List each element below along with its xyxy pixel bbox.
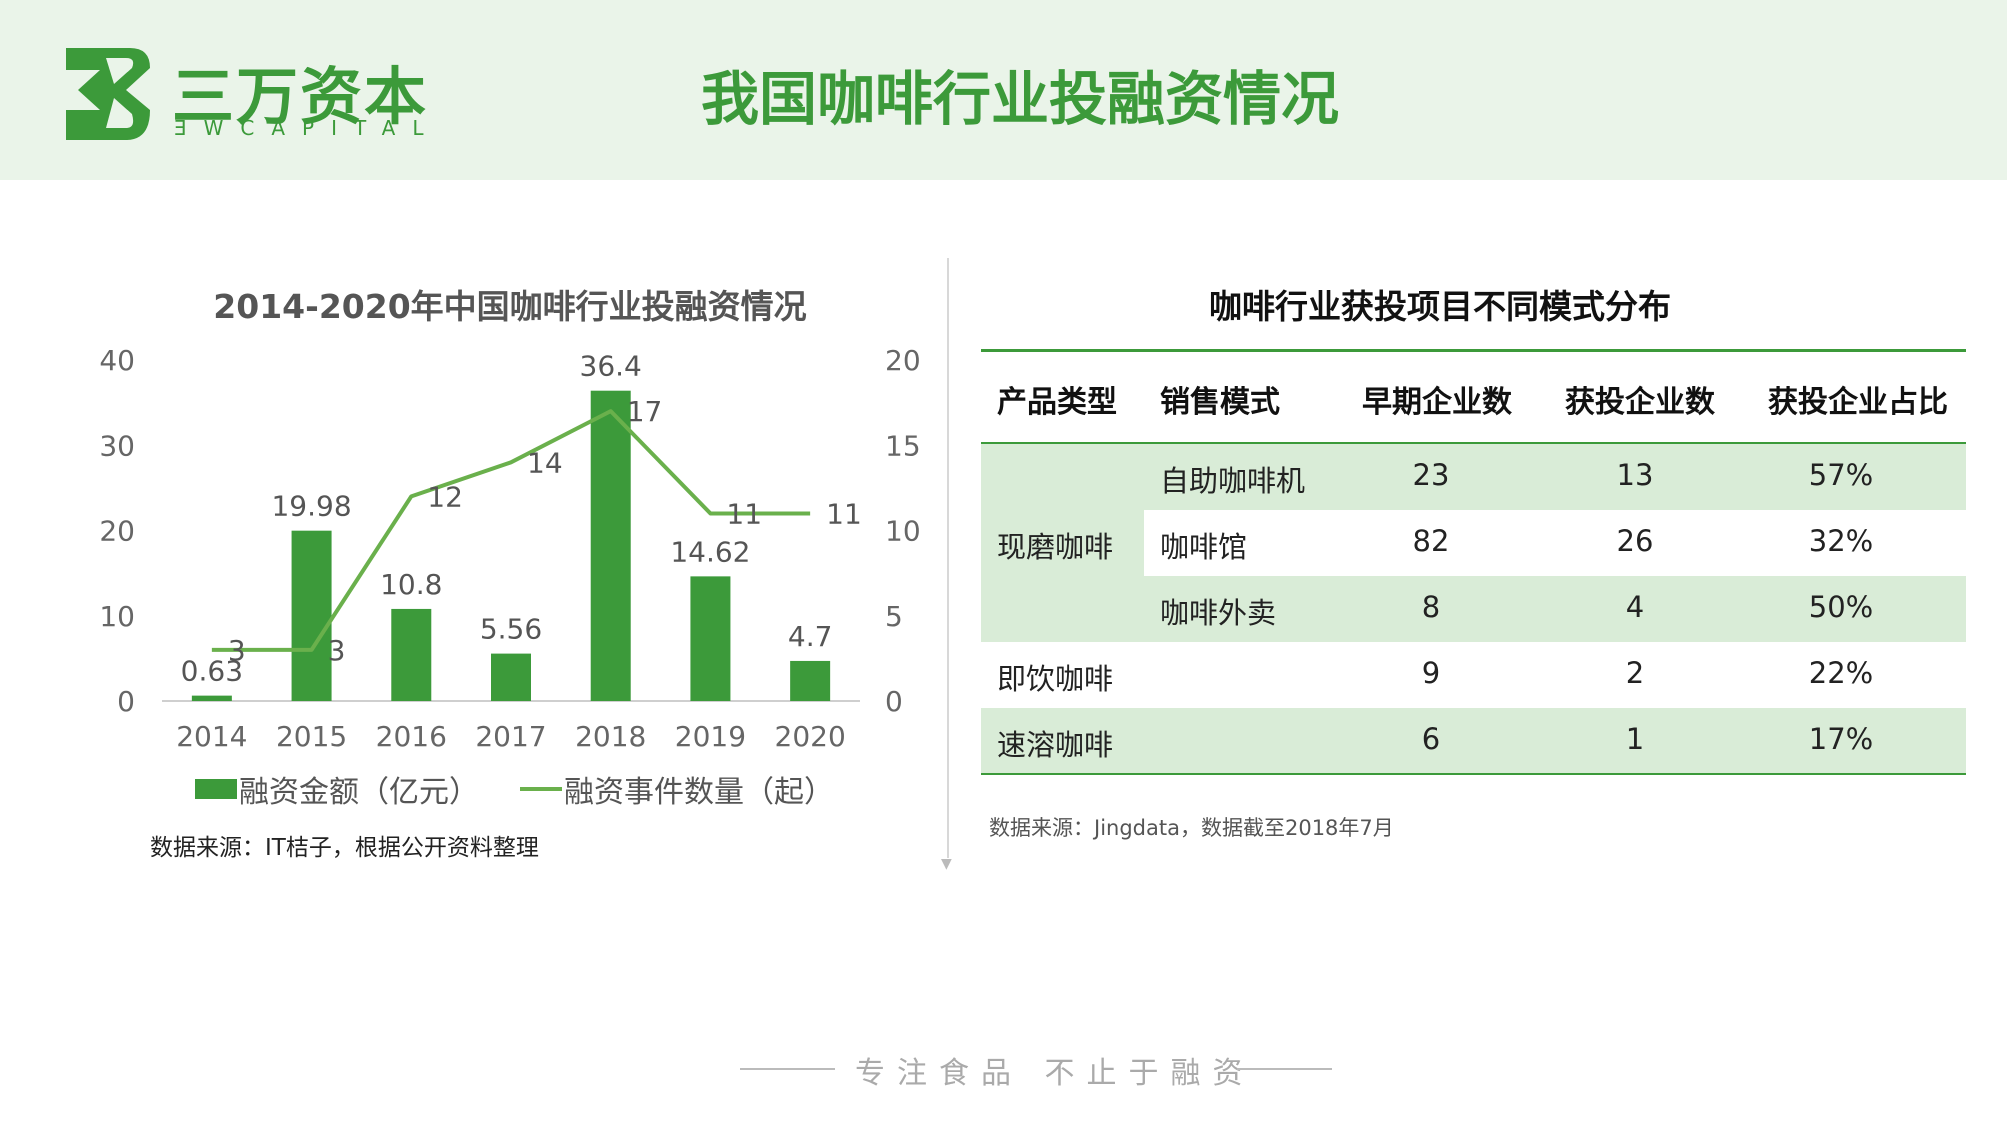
footer-slogan-text: 专注食品 不止于融资 bbox=[855, 1056, 1255, 1091]
bar-data-label: 5.56 bbox=[480, 613, 542, 646]
chart-source-note: 数据来源：IT桔子，根据公开资料整理 bbox=[150, 835, 539, 861]
company-logo: 三万资本 ƎWCAPITAL bbox=[66, 48, 426, 148]
y-left-tick-label: 30 bbox=[99, 429, 135, 462]
bar-data-label: 10.8 bbox=[380, 568, 442, 601]
logo-mark-icon bbox=[66, 48, 150, 140]
y-left-tick-label: 10 bbox=[99, 600, 135, 633]
y-right-tick-label: 5 bbox=[885, 600, 903, 633]
bar-data-label: 19.98 bbox=[271, 490, 351, 523]
table-cell-early: 9 bbox=[1421, 656, 1441, 690]
bar-data-label: 0.63 bbox=[181, 655, 243, 688]
table-cell-ratio: 32% bbox=[1808, 524, 1874, 558]
table-cell-invested: 4 bbox=[1625, 590, 1645, 624]
header-band: 三万资本 ƎWCAPITAL 我国咖啡行业投融资情况 bbox=[0, 0, 2007, 180]
x-tick-label: 2016 bbox=[376, 720, 447, 753]
legend-item-count: 融资事件数量（起） bbox=[520, 767, 834, 811]
table-title: 咖啡行业获投项目不同模式分布 bbox=[1209, 287, 1671, 326]
bar-data-label: 36.4 bbox=[580, 350, 642, 383]
table-source-note: 数据来源：Jingdata，数据截至2018年7月 bbox=[989, 816, 1394, 840]
row-stripe bbox=[981, 444, 1966, 510]
bar bbox=[790, 660, 831, 701]
y-right-tick-label: 0 bbox=[885, 685, 903, 718]
table-header-rule bbox=[981, 442, 1966, 444]
table-header: 获投企业占比 bbox=[1768, 385, 1948, 420]
table-cell-invested: 1 bbox=[1625, 722, 1645, 756]
table-cell-invested: 13 bbox=[1616, 458, 1654, 492]
row-stripe bbox=[981, 708, 1966, 773]
bar-data-label: 14.62 bbox=[670, 535, 750, 568]
divider-arrow-icon: ▼ bbox=[941, 856, 952, 872]
table-cell-early: 8 bbox=[1421, 590, 1441, 624]
y-left-tick-label: 20 bbox=[99, 515, 135, 548]
table-cell-invested: 2 bbox=[1625, 656, 1645, 690]
table-bottom-rule bbox=[981, 773, 1966, 775]
table-cell-early: 23 bbox=[1412, 458, 1450, 492]
table-header: 早期企业数 bbox=[1362, 385, 1512, 420]
line-data-label: 12 bbox=[427, 480, 463, 513]
x-tick-label: 2015 bbox=[276, 720, 347, 753]
footer-rule-right bbox=[1237, 1068, 1332, 1070]
logo-text-en: ƎWCAPITAL bbox=[174, 116, 441, 140]
legend-label-amount: 融资金额（亿元） bbox=[239, 775, 479, 810]
series-line bbox=[211, 409, 811, 652]
line-data-label: 11 bbox=[826, 497, 862, 530]
table-cell-ratio: 57% bbox=[1808, 458, 1874, 492]
table-cell-type: 速溶咖啡 bbox=[997, 728, 1114, 762]
table-cell-ratio: 17% bbox=[1808, 722, 1874, 756]
legend-item-amount: 融资金额（亿元） bbox=[195, 767, 479, 811]
legend-line-swatch bbox=[520, 787, 562, 791]
bar bbox=[590, 390, 631, 701]
table-header: 获投企业数 bbox=[1565, 385, 1715, 420]
line-data-label: 3 bbox=[328, 634, 346, 667]
bar bbox=[391, 608, 432, 701]
line-data-label: 14 bbox=[527, 446, 563, 479]
x-tick-label: 2017 bbox=[475, 720, 546, 753]
table-header: 销售模式 bbox=[1160, 385, 1280, 420]
table-cell-early: 82 bbox=[1412, 524, 1450, 558]
y-left-tick-label: 0 bbox=[117, 685, 135, 718]
table-top-rule bbox=[981, 349, 1966, 352]
table-cell-ratio: 22% bbox=[1808, 656, 1874, 690]
footer-rule-left bbox=[740, 1068, 835, 1070]
y-right-tick-label: 10 bbox=[885, 515, 921, 548]
y-right-tick-label: 20 bbox=[885, 344, 921, 377]
page-title: 我国咖啡行业投融资情况 bbox=[700, 65, 1339, 133]
bar bbox=[491, 653, 531, 701]
table-cell-type: 即饮咖啡 bbox=[997, 662, 1114, 696]
y-left-tick-label: 40 bbox=[99, 344, 135, 377]
bar bbox=[291, 530, 332, 701]
x-tick-label: 2014 bbox=[176, 720, 247, 753]
legend-label-count: 融资事件数量（起） bbox=[564, 775, 834, 810]
bar bbox=[191, 695, 232, 701]
x-tick-label: 2019 bbox=[675, 720, 746, 753]
chart-title: 2014-2020年中国咖啡行业投融资情况 bbox=[213, 287, 807, 326]
investment-chart: 0 10 20 30 40 0 5 10 15 20 0.63 19.98 10.8 5.56 36.4 14… bbox=[99, 344, 921, 753]
x-tick-label: 2020 bbox=[775, 720, 846, 753]
table-cell-early: 6 bbox=[1421, 722, 1441, 756]
table-cell-invested: 26 bbox=[1616, 524, 1654, 558]
bar bbox=[690, 576, 731, 701]
y-right-tick-label: 15 bbox=[885, 429, 921, 462]
legend-bar-swatch bbox=[195, 779, 237, 799]
footer-slogan: 专注食品 不止于融资 bbox=[740, 1048, 1332, 1091]
line-data-label: 17 bbox=[627, 395, 663, 428]
bar-data-label: 4.7 bbox=[788, 620, 833, 653]
line-data-label: 11 bbox=[726, 497, 762, 530]
line-data-label: 3 bbox=[228, 634, 246, 667]
mode-distribution-table: 产品类型 销售模式 早期企业数 获投企业数 获投企业占比 自助咖啡机 23 13… bbox=[981, 349, 1966, 775]
table-cell-mode: 咖啡馆 bbox=[1160, 530, 1248, 564]
x-tick-label: 2018 bbox=[575, 720, 646, 753]
row-stripe bbox=[981, 576, 1966, 642]
table-cell-ratio: 50% bbox=[1808, 590, 1874, 624]
table-cell-mode: 自助咖啡机 bbox=[1160, 464, 1306, 498]
table-cell-type: 现磨咖啡 bbox=[997, 530, 1114, 564]
table-cell-mode: 咖啡外卖 bbox=[1160, 596, 1277, 630]
logo-text-cn: 三万资本 bbox=[172, 60, 429, 133]
table-header: 产品类型 bbox=[997, 385, 1117, 420]
panel-divider bbox=[947, 258, 949, 858]
